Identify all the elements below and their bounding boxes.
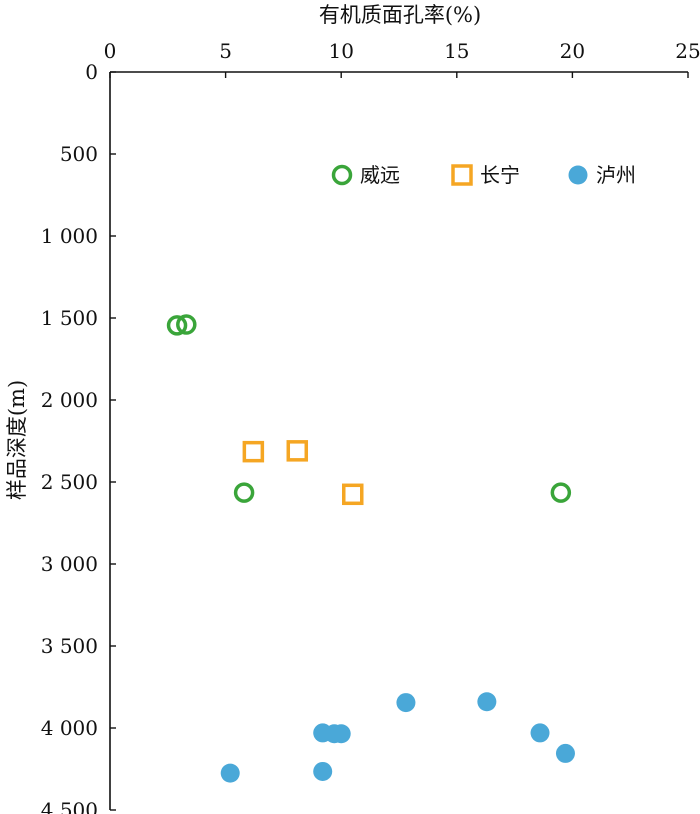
- data-point: [342, 483, 364, 506]
- data-point: [550, 482, 572, 503]
- x-axis-title: 有机质面孔率(%): [319, 3, 481, 27]
- legend-marker: [331, 164, 353, 186]
- legend-item: 长宁: [451, 163, 520, 187]
- y-tick-label: 4 500: [41, 798, 98, 814]
- data-point: [220, 763, 240, 783]
- y-tick-label: 4 000: [41, 716, 98, 740]
- data-point: [396, 693, 416, 713]
- x-tick-label: 0: [104, 39, 117, 63]
- axes: [109, 71, 689, 811]
- data-point: [176, 314, 197, 335]
- y-tick-label: 3 500: [41, 634, 98, 658]
- tick-labels: 0 5 10 15 20 25 0 500 1 000 1 500 2 000 2 500 3 000 3…: [41, 39, 700, 814]
- data-point: [242, 440, 265, 463]
- y-tick-label: 2 500: [41, 470, 98, 494]
- data-point: [313, 761, 333, 781]
- data-point: [530, 723, 550, 743]
- x-tick-label: 5: [219, 39, 232, 63]
- y-tick-label: 2 000: [41, 388, 98, 412]
- x-tick-label: 25: [675, 39, 700, 63]
- legend-item: 威远: [331, 163, 400, 187]
- data-point: [166, 315, 188, 336]
- y-tick-label: 1 000: [41, 224, 98, 248]
- data-point: [555, 743, 575, 763]
- legend: 威远 长宁 泸州: [331, 163, 636, 187]
- data-point: [477, 692, 497, 712]
- y-axis-title: 样品深度(m): [5, 380, 29, 500]
- legend-label: 泸州: [596, 163, 636, 187]
- legend-marker: [451, 164, 473, 186]
- x-tick-label: 10: [328, 39, 353, 63]
- legend-label: 威远: [360, 163, 400, 187]
- data-point: [286, 440, 309, 462]
- y-tick-label: 1 500: [41, 306, 98, 330]
- legend-item: 泸州: [568, 163, 636, 187]
- y-tick-label: 3 000: [41, 552, 98, 576]
- legend-marker: [568, 165, 588, 185]
- data-point: [233, 482, 255, 503]
- legend-label: 长宁: [480, 163, 520, 187]
- data-points: [166, 314, 575, 783]
- y-tick-label: 500: [60, 142, 98, 166]
- y-tick-label: 0: [85, 60, 98, 84]
- x-tick-label: 15: [444, 39, 469, 63]
- data-point: [331, 724, 351, 744]
- x-tick-label: 20: [560, 39, 585, 63]
